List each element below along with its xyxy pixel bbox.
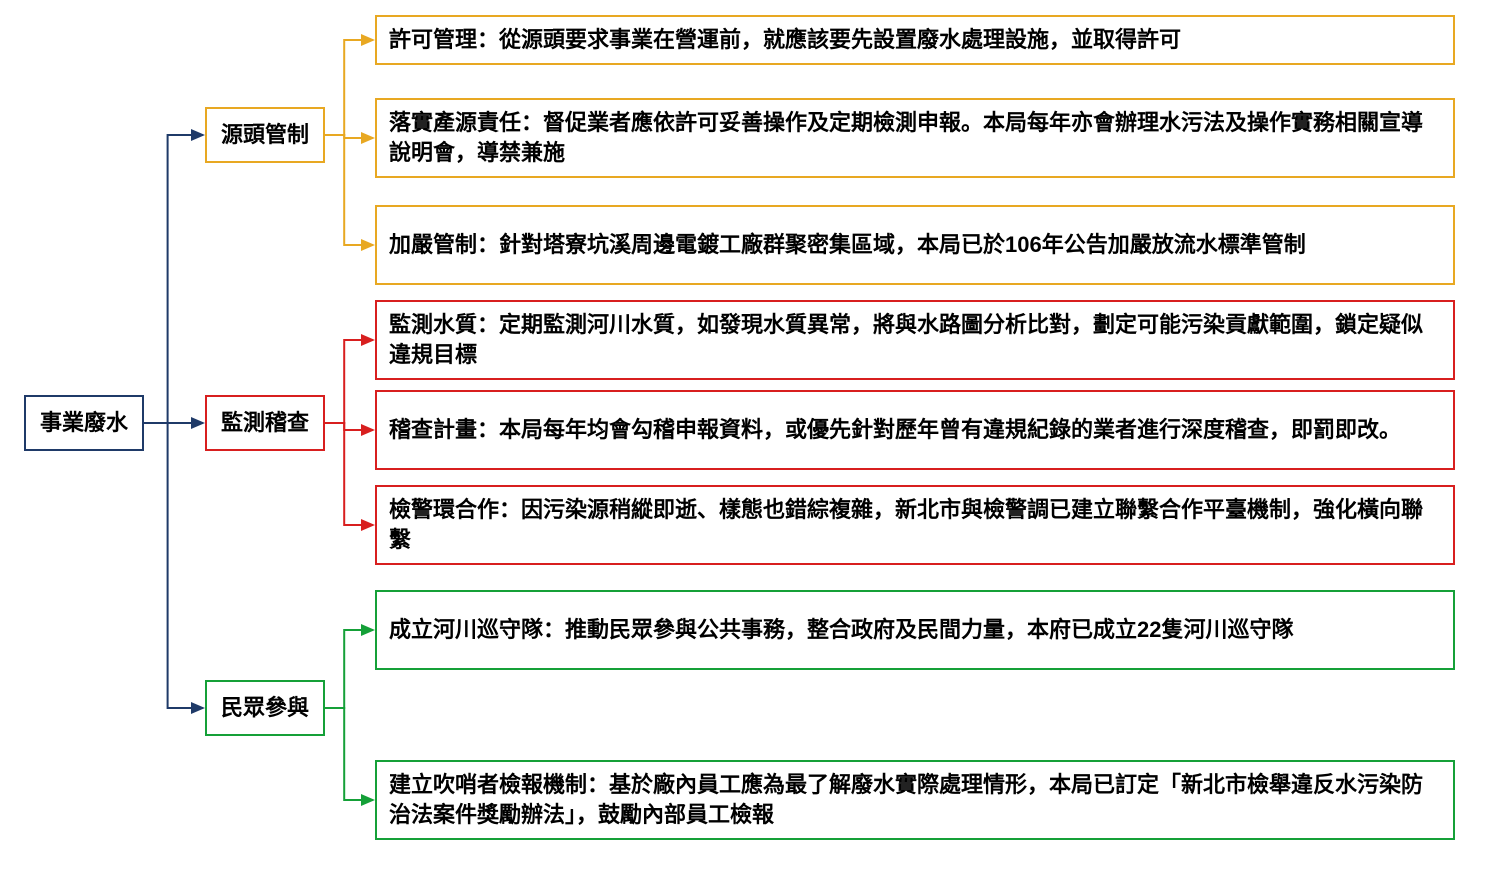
detail-node-b2-2-label: 檢警環合作：因污染源稍縱即逝、樣態也錯綜複雜，新北市與檢警調已建立聯繫合作平臺機… <box>389 495 1441 554</box>
root-node: 事業廢水 <box>24 395 144 451</box>
detail-node-b3-0: 成立河川巡守隊：推動民眾參與公共事務，整合政府及民間力量，本府已成立22隻河川巡… <box>375 590 1455 670</box>
detail-node-b1-1-label: 落實產源責任：督促業者應依許可妥善操作及定期檢測申報。本局每年亦會辦理水污法及操… <box>389 108 1441 167</box>
detail-node-b1-1: 落實產源責任：督促業者應依許可妥善操作及定期檢測申報。本局每年亦會辦理水污法及操… <box>375 98 1455 178</box>
detail-node-b1-2: 加嚴管制：針對塔寮坑溪周邊電鍍工廠群聚密集區域，本局已於106年公告加嚴放流水標… <box>375 205 1455 285</box>
detail-node-b2-2: 檢警環合作：因污染源稍縱即逝、樣態也錯綜複雜，新北市與檢警調已建立聯繫合作平臺機… <box>375 485 1455 565</box>
branch-node-b2: 監測稽查 <box>205 395 325 451</box>
detail-node-b1-2-label: 加嚴管制：針對塔寮坑溪周邊電鍍工廠群聚密集區域，本局已於106年公告加嚴放流水標… <box>389 230 1306 260</box>
branch-node-b3-label: 民眾參與 <box>221 693 309 723</box>
branch-node-b2-label: 監測稽查 <box>221 408 309 438</box>
branch-node-b1: 源頭管制 <box>205 107 325 163</box>
branch-node-b1-label: 源頭管制 <box>221 120 309 150</box>
detail-node-b1-0-label: 許可管理：從源頭要求事業在營運前，就應該要先設置廢水處理設施，並取得許可 <box>389 25 1181 55</box>
root-node-label: 事業廢水 <box>40 408 128 438</box>
detail-node-b1-0: 許可管理：從源頭要求事業在營運前，就應該要先設置廢水處理設施，並取得許可 <box>375 15 1455 65</box>
detail-node-b2-0-label: 監測水質：定期監測河川水質，如發現水質異常，將與水路圖分析比對，劃定可能污染貢獻… <box>389 310 1441 369</box>
detail-node-b3-0-label: 成立河川巡守隊：推動民眾參與公共事務，整合政府及民間力量，本府已成立22隻河川巡… <box>389 615 1293 645</box>
detail-node-b2-0: 監測水質：定期監測河川水質，如發現水質異常，將與水路圖分析比對，劃定可能污染貢獻… <box>375 300 1455 380</box>
detail-node-b2-1-label: 稽查計畫：本局每年均會勾稽申報資料，或優先針對歷年曾有違規紀錄的業者進行深度稽查… <box>389 415 1401 445</box>
hierarchy-diagram: 事業廢水 源頭管制 許可管理：從源頭要求事業在營運前，就應該要先設置廢水處理設施，並… <box>0 0 1488 877</box>
detail-node-b3-1-label: 建立吹哨者檢報機制：基於廠內員工應為最了解廢水實際處理情形，本局已訂定「新北市檢… <box>389 770 1441 829</box>
branch-node-b3: 民眾參與 <box>205 680 325 736</box>
detail-node-b3-1: 建立吹哨者檢報機制：基於廠內員工應為最了解廢水實際處理情形，本局已訂定「新北市檢… <box>375 760 1455 840</box>
detail-node-b2-1: 稽查計畫：本局每年均會勾稽申報資料，或優先針對歷年曾有違規紀錄的業者進行深度稽查… <box>375 390 1455 470</box>
